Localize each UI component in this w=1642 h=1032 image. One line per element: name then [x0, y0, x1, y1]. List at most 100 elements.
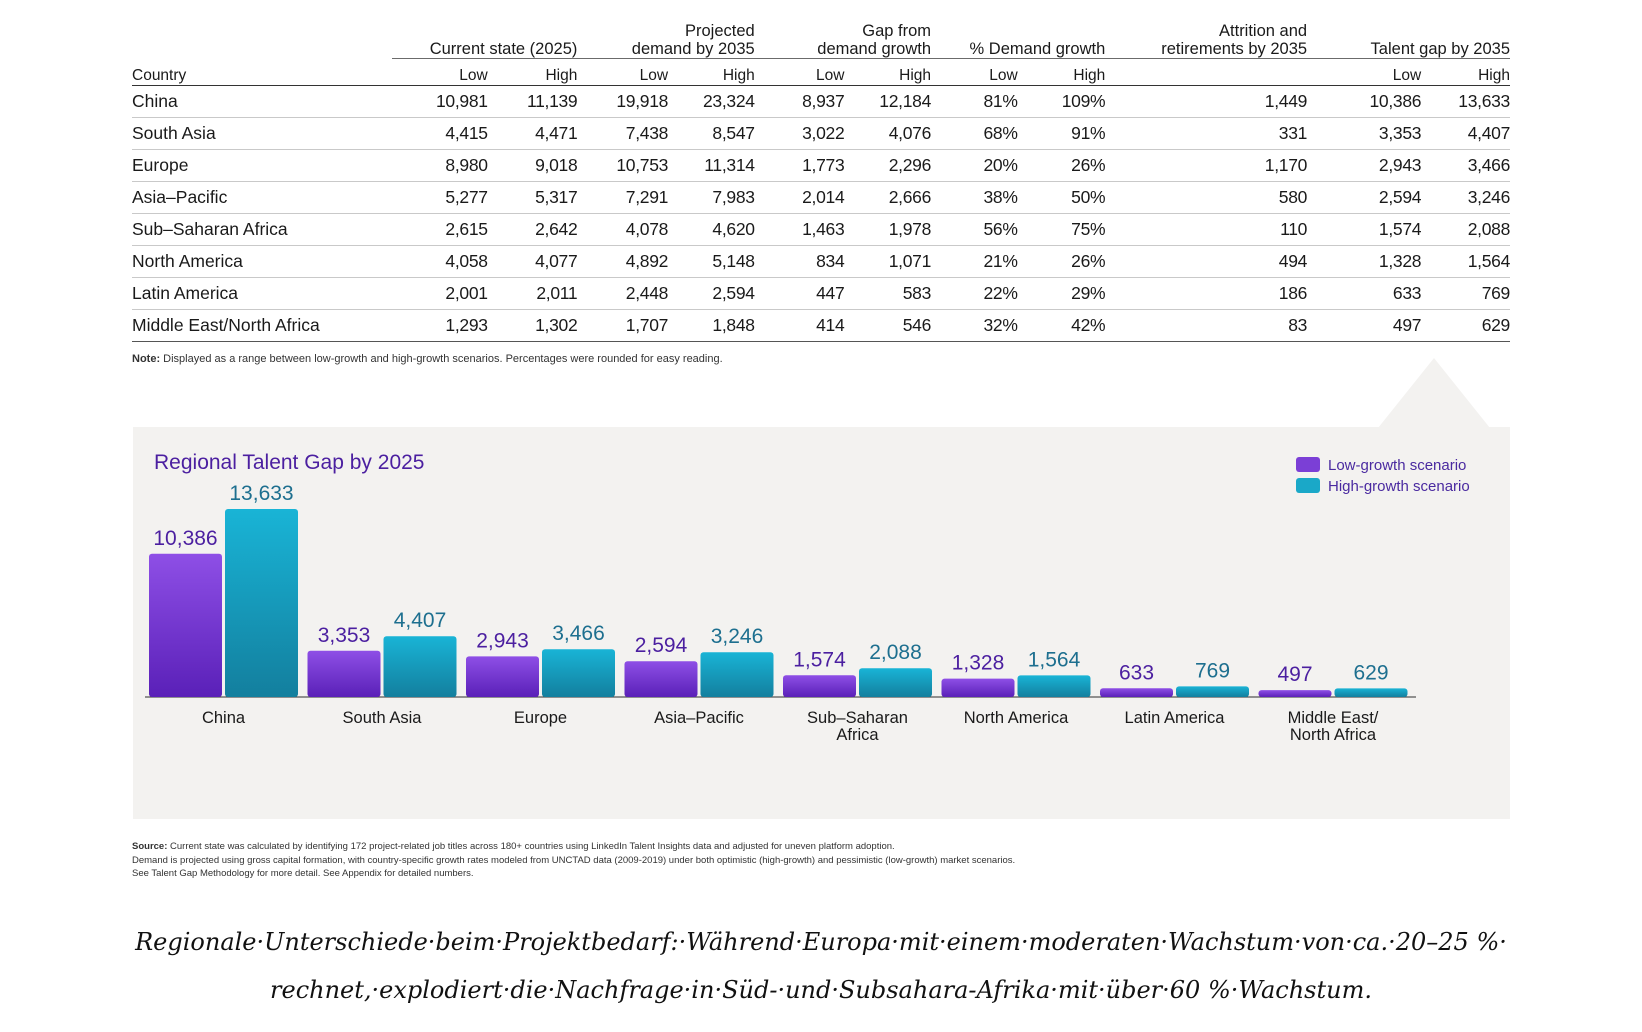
column-header-low: Low [754, 58, 845, 86]
source-note: Source: Current state was calculated by … [132, 840, 1015, 881]
value-cell: 21% [931, 245, 1018, 278]
value-cell: 19,918 [577, 85, 668, 118]
value-cell: 2,001 [391, 277, 488, 310]
legend-item-high-growth: High-growth scenario [1296, 478, 1470, 495]
value-cell: 4,415 [391, 117, 488, 150]
table-note: Note: Displayed as a range between low-g… [132, 353, 723, 365]
value-cell: 447 [754, 277, 845, 310]
data-label: 2,088 [869, 641, 922, 664]
value-cell: 1,293 [391, 309, 488, 342]
category-label: Asia–Pacific [654, 709, 744, 727]
bar-low-growth [149, 553, 222, 697]
table-row: Sub–Saharan Africa 2,615 2,642 4,078 4,620 1,… [132, 213, 1510, 246]
bar-high-growth [1017, 675, 1091, 697]
value-cell: 10,981 [391, 85, 488, 118]
country-cell: South Asia [132, 117, 392, 150]
value-cell: 4,471 [487, 117, 578, 150]
bar-low-growth [783, 675, 856, 697]
caption-line-2: rechnet,·explodiert·die·Nachfrage·in·Süd… [270, 976, 1372, 1004]
bar-low-growth [941, 678, 1015, 697]
bar-high-growth [859, 668, 932, 697]
value-cell: 4,407 [1421, 117, 1510, 150]
legend-label-high-growth: High-growth scenario [1328, 478, 1470, 495]
bar-high-growth [542, 649, 615, 697]
data-label: 13,633 [229, 482, 293, 505]
source-line-1: Source: Current state was calculated by … [132, 841, 895, 852]
value-cell: 10,386 [1307, 85, 1422, 118]
value-cell: 5,148 [668, 245, 755, 278]
value-cell: 10,753 [577, 149, 668, 182]
group-header-attrition: Attrition and retirements by 2035 [1105, 18, 1308, 59]
value-cell: 629 [1421, 309, 1510, 342]
table-body: China 10,981 11,139 19,918 23,324 8,937 12,184… [132, 85, 1510, 342]
table-row: North America 4,058 4,077 4,892 5,148 834 1,07… [132, 245, 1510, 278]
value-cell: 1,449 [1105, 85, 1307, 118]
value-cell: 7,291 [577, 181, 668, 214]
value-cell: 1,574 [1307, 213, 1422, 246]
value-cell: 4,076 [844, 117, 931, 150]
bar-chart: 10,386 13,633 China 3,353 4,407 South Asia 2,9… [145, 482, 1416, 744]
column-header-high: High [487, 58, 578, 86]
value-cell: 3,466 [1421, 149, 1510, 182]
category-label: North America [964, 709, 1069, 727]
group-header-gap-from-demand: Gap from demand growth [754, 18, 932, 59]
value-cell: 8,937 [754, 85, 845, 118]
data-label: 633 [1119, 661, 1154, 684]
category-label: Middle East/ [1288, 709, 1379, 727]
value-cell: 633 [1307, 277, 1422, 310]
value-cell: 1,170 [1105, 149, 1307, 182]
value-cell: 9,018 [487, 149, 578, 182]
value-cell: 583 [844, 277, 931, 310]
talent-gap-table: Current state (2025) Projected demand by … [132, 18, 1510, 342]
table-row: Latin America 2,001 2,011 2,448 2,594 447 583 2… [132, 277, 1510, 310]
data-label: 497 [1277, 663, 1312, 686]
value-cell: 3,022 [754, 117, 845, 150]
category-label: North Africa [1290, 726, 1377, 744]
group-header-current-state: Current state (2025) [391, 18, 578, 59]
category-label: Latin America [1125, 709, 1226, 727]
value-cell: 83 [1105, 309, 1307, 342]
value-cell: 2,011 [487, 277, 578, 310]
column-header-low: Low [931, 58, 1018, 86]
value-cell: 1,773 [754, 149, 845, 182]
country-cell: Asia–Pacific [132, 181, 392, 214]
value-cell: 1,328 [1307, 245, 1422, 278]
bar-high-growth [1334, 688, 1408, 697]
source-line-2: Demand is projected using gross capital … [132, 854, 1016, 866]
value-cell: 2,666 [844, 181, 931, 214]
column-header-country: Country [132, 58, 392, 86]
value-cell: 497 [1307, 309, 1422, 342]
figure-caption: Regionale·Unterschiede·beim·Projektbedar… [0, 918, 1642, 1014]
bar-low-growth [466, 656, 539, 697]
value-cell: 110 [1105, 213, 1307, 246]
value-cell: 331 [1105, 117, 1307, 150]
value-cell: 2,088 [1421, 213, 1510, 246]
value-cell: 8,980 [391, 149, 488, 182]
value-cell: 7,438 [577, 117, 668, 150]
country-cell: Sub–Saharan Africa [132, 213, 392, 246]
country-cell: North America [132, 245, 392, 278]
value-cell: 13,633 [1421, 85, 1510, 118]
value-cell: 4,078 [577, 213, 668, 246]
column-header-low: Low [577, 58, 669, 86]
data-label: 2,594 [635, 634, 688, 657]
data-label: 2,943 [476, 629, 529, 652]
value-cell: 1,071 [844, 245, 931, 278]
value-cell: 26% [1017, 245, 1106, 278]
country-cell: Europe [132, 149, 392, 182]
value-cell: 186 [1105, 277, 1307, 310]
legend-swatch-high-growth [1296, 478, 1320, 493]
value-cell: 1,302 [487, 309, 578, 342]
column-header-high: High [844, 58, 932, 86]
value-cell: 3,353 [1307, 117, 1422, 150]
value-cell: 2,642 [487, 213, 578, 246]
bar-high-growth [383, 636, 457, 697]
value-cell: 91% [1017, 117, 1106, 150]
column-header-high: High [1017, 58, 1106, 86]
chart-title: Regional Talent Gap by 2025 [154, 451, 425, 474]
value-cell: 29% [1017, 277, 1106, 310]
column-header-low: Low [1307, 58, 1422, 86]
data-label: 10,386 [153, 527, 217, 550]
legend-swatch-low-growth [1296, 457, 1320, 472]
group-header-demand-growth: % Demand growth [931, 18, 1106, 59]
